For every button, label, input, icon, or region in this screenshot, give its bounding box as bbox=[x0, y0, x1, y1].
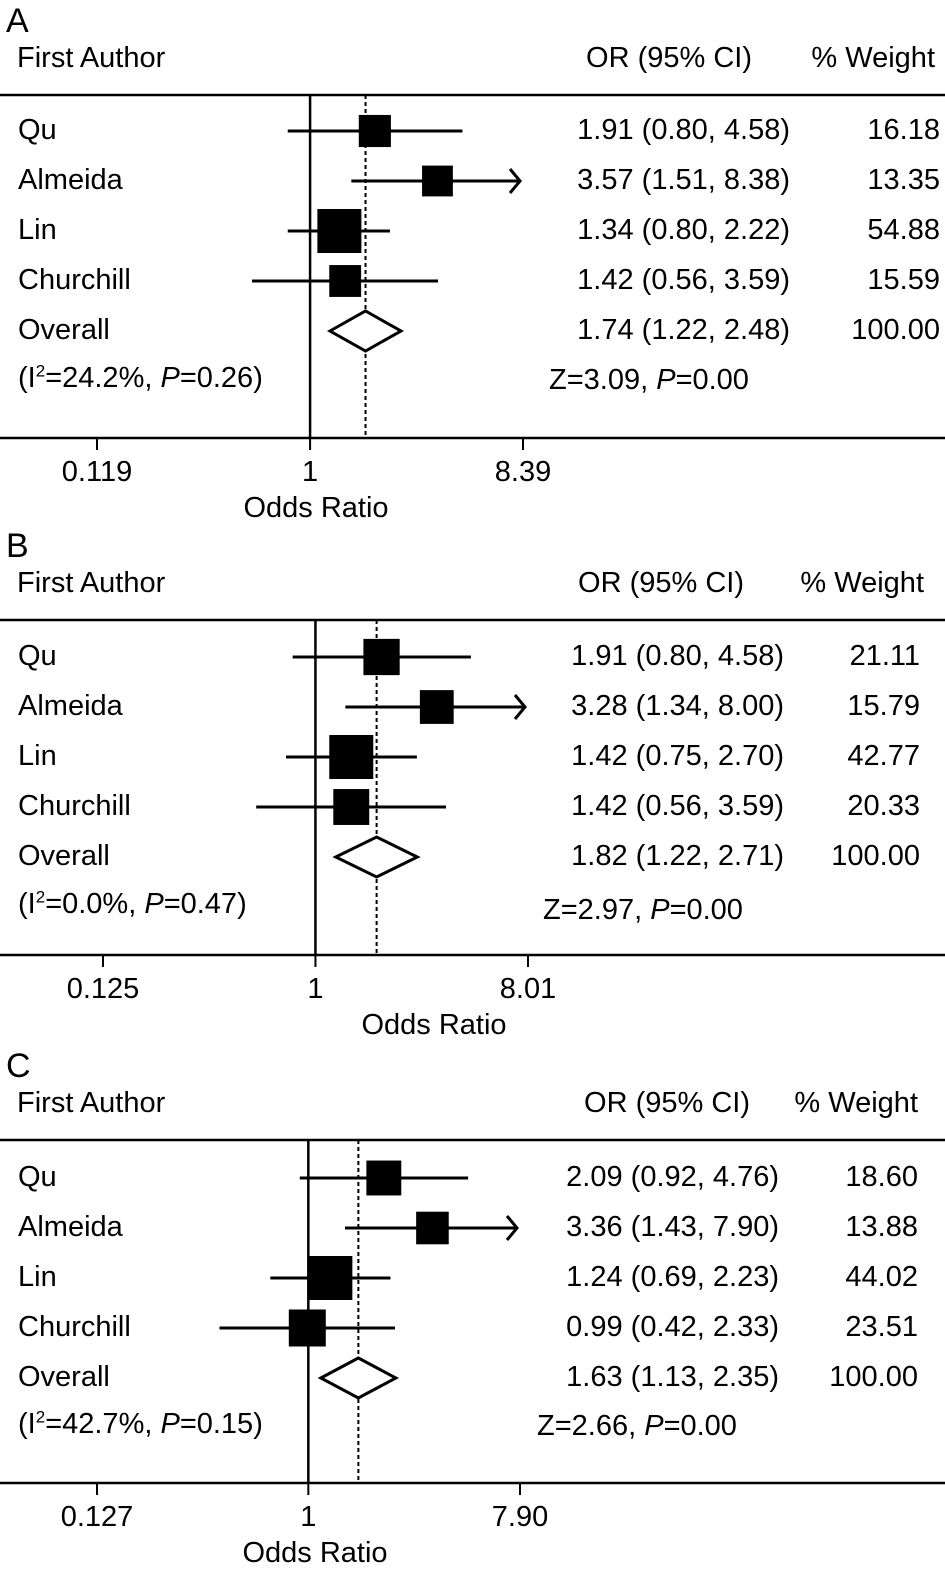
x-tick-label: 1 bbox=[307, 973, 324, 1005]
study-name: Lin bbox=[18, 740, 57, 772]
study-weight: 18.60 bbox=[845, 1161, 918, 1193]
x-axis-label: Odds Ratio bbox=[361, 1009, 507, 1041]
overall-weight: 100.00 bbox=[831, 840, 920, 872]
study-point-estimate bbox=[329, 735, 374, 779]
overall-or-ci: 1.74 (1.22, 2.48) bbox=[577, 314, 790, 346]
study-weight: 15.59 bbox=[867, 264, 940, 296]
overall-or-ci: 1.82 (1.22, 2.71) bbox=[571, 840, 784, 872]
panel-label: A bbox=[6, 2, 29, 40]
study-or-ci: 1.34 (0.80, 2.22) bbox=[577, 214, 790, 246]
study-weight: 15.79 bbox=[847, 690, 920, 722]
study-or-ci: 0.99 (0.42, 2.33) bbox=[566, 1311, 779, 1343]
heterogeneity-stats: (I2=24.2%, P=0.26) bbox=[18, 361, 263, 394]
header-first-author: First Author bbox=[17, 1087, 166, 1119]
study-or-ci: 2.09 (0.92, 4.76) bbox=[566, 1161, 779, 1193]
study-point-estimate bbox=[419, 690, 454, 724]
study-point-estimate bbox=[422, 165, 453, 197]
panel-label: C bbox=[6, 1047, 31, 1085]
study-or-ci: 1.42 (0.56, 3.59) bbox=[571, 790, 784, 822]
x-tick-label: 0.125 bbox=[66, 973, 140, 1005]
x-tick-label: 0.119 bbox=[61, 456, 133, 488]
header-weight: % Weight bbox=[794, 1087, 918, 1119]
heterogeneity-stats: (I2=42.7%, P=0.15) bbox=[18, 1407, 263, 1440]
study-weight: 16.18 bbox=[867, 114, 940, 146]
header-weight: % Weight bbox=[800, 567, 924, 599]
x-axis-label: Odds Ratio bbox=[242, 1537, 388, 1569]
study-weight: 54.88 bbox=[867, 214, 940, 246]
study-or-ci: 1.91 (0.80, 4.58) bbox=[571, 640, 784, 672]
x-tick-label: 7.90 bbox=[491, 1501, 549, 1533]
overall-diamond bbox=[326, 309, 405, 353]
x-tick-label: 8.39 bbox=[494, 456, 552, 488]
overall-test-stats: Z=3.09, P=0.00 bbox=[549, 364, 749, 396]
study-name: Qu bbox=[18, 640, 57, 672]
header-weight: % Weight bbox=[811, 42, 935, 74]
study-weight: 44.02 bbox=[845, 1261, 918, 1293]
study-or-ci: 3.36 (1.43, 7.90) bbox=[566, 1211, 779, 1243]
study-point-estimate bbox=[416, 1211, 449, 1245]
study-weight: 20.33 bbox=[847, 790, 920, 822]
study-weight: 13.88 bbox=[845, 1211, 918, 1243]
overall-diamond bbox=[317, 1356, 400, 1400]
overall-weight: 100.00 bbox=[851, 314, 940, 346]
header-first-author: First Author bbox=[17, 42, 166, 74]
overall-diamond bbox=[332, 835, 421, 879]
study-or-ci: 1.42 (0.75, 2.70) bbox=[571, 740, 784, 772]
study-weight: 13.35 bbox=[867, 164, 940, 196]
study-name: Qu bbox=[18, 1161, 57, 1193]
overall-test-stats: Z=2.97, P=0.00 bbox=[543, 894, 743, 926]
study-or-ci: 3.57 (1.51, 8.38) bbox=[577, 164, 790, 196]
panel-a bbox=[0, 93, 945, 450]
study-or-ci: 1.24 (0.69, 2.23) bbox=[566, 1261, 779, 1293]
ci-arrow bbox=[513, 694, 527, 720]
x-tick-label: 8.01 bbox=[499, 973, 557, 1005]
study-point-estimate bbox=[317, 209, 362, 253]
study-name: Qu bbox=[18, 114, 57, 146]
study-point-estimate bbox=[329, 265, 362, 297]
study-point-estimate bbox=[288, 1309, 326, 1347]
x-tick-label: 1 bbox=[302, 456, 319, 488]
overall-weight: 100.00 bbox=[829, 1361, 918, 1393]
overall-label: Overall bbox=[18, 314, 110, 346]
heterogeneity-stats: (I2=0.0%, P=0.47) bbox=[18, 887, 247, 920]
overall-or-ci: 1.63 (1.13, 2.35) bbox=[566, 1361, 779, 1393]
study-name: Lin bbox=[18, 214, 57, 246]
study-name: Almeida bbox=[18, 1211, 123, 1243]
study-name: Churchill bbox=[18, 1311, 131, 1343]
panel-b bbox=[0, 618, 945, 967]
study-weight: 23.51 bbox=[845, 1311, 918, 1343]
x-axis-label: Odds Ratio bbox=[243, 492, 389, 524]
x-tick-label: 0.127 bbox=[60, 1501, 134, 1533]
overall-label: Overall bbox=[18, 840, 110, 872]
overall-label: Overall bbox=[18, 1361, 110, 1393]
study-point-estimate bbox=[366, 1160, 402, 1196]
study-or-ci: 1.91 (0.80, 4.58) bbox=[577, 114, 790, 146]
study-point-estimate bbox=[308, 1256, 353, 1300]
header-or-ci: OR (95% CI) bbox=[584, 1087, 750, 1119]
study-or-ci: 1.42 (0.56, 3.59) bbox=[577, 264, 790, 296]
header-or-ci: OR (95% CI) bbox=[578, 567, 744, 599]
panel-label: B bbox=[6, 527, 29, 565]
study-name: Churchill bbox=[18, 790, 131, 822]
study-point-estimate bbox=[358, 114, 391, 148]
study-point-estimate bbox=[363, 638, 400, 676]
study-weight: 42.77 bbox=[847, 740, 920, 772]
panel-c bbox=[0, 1138, 945, 1495]
x-tick-label: 1 bbox=[300, 1501, 317, 1533]
ci-arrow bbox=[508, 168, 522, 194]
ci-arrow bbox=[505, 1215, 519, 1241]
header-first-author: First Author bbox=[17, 567, 166, 599]
header-or-ci: OR (95% CI) bbox=[586, 42, 752, 74]
study-point-estimate bbox=[333, 789, 370, 825]
study-name: Lin bbox=[18, 1261, 57, 1293]
study-name: Churchill bbox=[18, 264, 131, 296]
study-weight: 21.11 bbox=[849, 640, 920, 672]
study-name: Almeida bbox=[18, 690, 123, 722]
study-or-ci: 3.28 (1.34, 8.00) bbox=[571, 690, 784, 722]
study-name: Almeida bbox=[18, 164, 123, 196]
overall-test-stats: Z=2.66, P=0.00 bbox=[537, 1410, 737, 1442]
